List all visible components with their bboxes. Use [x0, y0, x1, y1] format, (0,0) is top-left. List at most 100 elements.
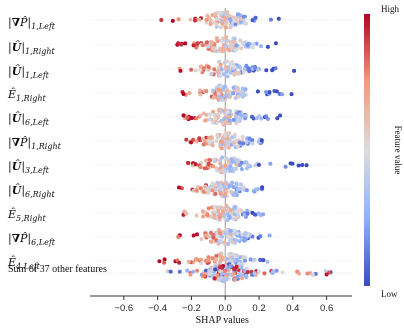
- shap-point: [231, 91, 236, 96]
- shap-point: [250, 141, 255, 146]
- shap-point: [214, 22, 219, 27]
- shap-point: [250, 210, 255, 215]
- feature-label-U-1-right: |Û|1,Right: [8, 40, 56, 56]
- shap-point: [231, 117, 236, 122]
- shap-point: [212, 112, 217, 117]
- shap-point: [244, 188, 249, 193]
- x-tick-label: −0.2: [182, 303, 201, 314]
- shap-point: [210, 143, 215, 148]
- shap-point: [245, 43, 250, 48]
- shap-point: [278, 113, 283, 118]
- shap-point: [187, 91, 192, 95]
- shap-point: [231, 231, 236, 236]
- shap-point: [235, 274, 240, 279]
- shap-point: [213, 91, 218, 96]
- shap-point: [165, 269, 170, 274]
- shap-point: [191, 188, 196, 193]
- x-tick-label: −0.4: [148, 303, 167, 314]
- shap-point: [233, 138, 238, 143]
- shap-point: [218, 85, 223, 89]
- x-axis-label: SHAP values: [196, 315, 249, 326]
- shap-point: [193, 162, 198, 167]
- shap-point: [235, 215, 240, 220]
- shap-point: [227, 145, 231, 150]
- shap-point: [274, 89, 279, 94]
- shap-point: [253, 163, 258, 168]
- shap-point: [214, 17, 219, 21]
- shap-point: [218, 73, 222, 78]
- shap-point: [194, 45, 199, 50]
- shap-point: [228, 62, 233, 67]
- shap-point: [225, 74, 230, 79]
- feature-label-gradP-1-right: |∇P̂|1,Right: [8, 136, 62, 151]
- shap-point: [218, 215, 222, 220]
- shap-point: [218, 254, 223, 258]
- shap-point: [195, 41, 200, 46]
- shap-point: [231, 252, 236, 257]
- shap-point: [199, 237, 204, 242]
- shap-point: [197, 17, 202, 22]
- shap-point: [292, 68, 297, 73]
- shap-point: [224, 119, 229, 123]
- shap-point: [204, 89, 209, 94]
- shap-point: [159, 18, 164, 22]
- shap-point: [236, 12, 240, 17]
- shap-point: [239, 17, 244, 21]
- colorbar-high-label: High: [381, 4, 400, 14]
- shap-point: [249, 269, 254, 274]
- shap-point: [216, 97, 221, 102]
- shap-point: [212, 157, 217, 162]
- shap-point: [248, 257, 253, 262]
- shap-point: [201, 273, 206, 278]
- shap-point: [231, 271, 236, 276]
- shap-point: [225, 234, 230, 238]
- shap-point: [239, 273, 244, 278]
- shap-point: [226, 115, 231, 119]
- shap-point: [220, 155, 225, 160]
- shap-point: [218, 62, 223, 67]
- shap-point: [256, 269, 261, 274]
- shap-point: [241, 14, 246, 19]
- shap-point: [201, 66, 206, 71]
- shap-point: [228, 263, 233, 268]
- shap-point: [240, 93, 245, 97]
- shap-point: [238, 112, 243, 117]
- shap-point: [211, 164, 216, 169]
- shap-point: [239, 46, 244, 51]
- shap-point: [259, 138, 264, 143]
- shap-point: [245, 211, 250, 216]
- shap-point: [246, 163, 251, 168]
- shap-point: [194, 139, 199, 144]
- x-axis: −0.6 −0.4 −0.2 0.0 0.2 0.4 0.6: [90, 295, 352, 314]
- shap-point: [157, 259, 162, 264]
- shap-point: [223, 231, 228, 236]
- shap-point: [231, 216, 236, 221]
- shap-point: [323, 269, 328, 274]
- shap-point: [179, 42, 184, 47]
- shap-point: [198, 88, 202, 93]
- shap-point: [239, 167, 244, 172]
- shap-point: [256, 211, 261, 216]
- feature-label-U-6-right: |Û|6,Right: [8, 183, 56, 199]
- shap-point: [310, 272, 315, 277]
- shap-point: [234, 15, 239, 20]
- shap-point: [245, 208, 250, 213]
- shap-point: [280, 92, 284, 97]
- shap-point: [245, 166, 249, 171]
- shap-point: [204, 40, 209, 45]
- shap-point: [324, 272, 329, 277]
- shap-point: [223, 25, 228, 30]
- shap-point: [273, 41, 278, 46]
- shap-point: [223, 170, 228, 175]
- shap-point: [268, 17, 273, 22]
- shap-point: [208, 112, 213, 117]
- shap-point: [216, 87, 221, 92]
- shap-point: [214, 166, 219, 171]
- shap-point: [232, 206, 237, 211]
- shap-point: [215, 273, 220, 278]
- shap-point: [219, 180, 224, 185]
- shap-point: [193, 18, 197, 23]
- shap-point: [253, 15, 258, 20]
- shap-point: [267, 233, 272, 238]
- shap-point: [219, 67, 224, 72]
